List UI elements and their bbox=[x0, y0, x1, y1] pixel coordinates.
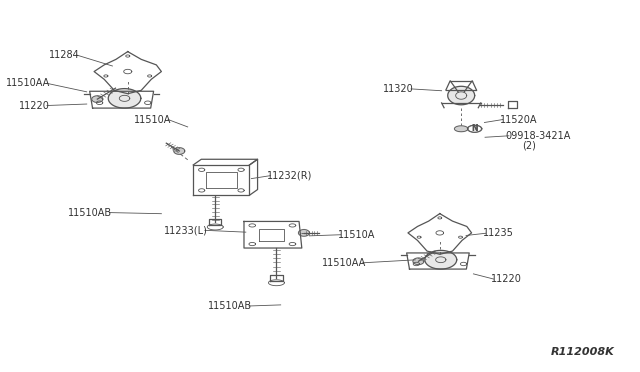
Text: 11510AB: 11510AB bbox=[68, 208, 113, 218]
Polygon shape bbox=[413, 258, 424, 264]
Text: 11284: 11284 bbox=[49, 50, 79, 60]
Polygon shape bbox=[298, 230, 310, 236]
Text: 11235: 11235 bbox=[483, 228, 513, 238]
Polygon shape bbox=[425, 250, 457, 269]
Text: (2): (2) bbox=[522, 140, 536, 150]
Text: R112008K: R112008K bbox=[550, 347, 614, 357]
Polygon shape bbox=[108, 89, 141, 108]
Polygon shape bbox=[454, 126, 468, 132]
Polygon shape bbox=[92, 96, 103, 102]
Polygon shape bbox=[174, 148, 185, 154]
Text: N: N bbox=[472, 124, 478, 133]
Text: 11510AB: 11510AB bbox=[208, 301, 252, 311]
Text: 11510A: 11510A bbox=[337, 230, 375, 240]
Polygon shape bbox=[448, 86, 475, 105]
Text: 11510AA: 11510AA bbox=[321, 258, 365, 268]
Text: 11232(R): 11232(R) bbox=[268, 171, 312, 181]
Text: 11510A: 11510A bbox=[134, 115, 171, 125]
Text: 11220: 11220 bbox=[490, 274, 522, 284]
Text: N: N bbox=[472, 124, 478, 133]
Text: 11233(L): 11233(L) bbox=[164, 225, 208, 235]
Text: 11320: 11320 bbox=[383, 84, 414, 94]
Text: 11520A: 11520A bbox=[500, 115, 537, 125]
Text: 11220: 11220 bbox=[19, 100, 50, 110]
Text: 09918-3421A: 09918-3421A bbox=[506, 131, 572, 141]
Text: 11510AA: 11510AA bbox=[6, 78, 50, 89]
